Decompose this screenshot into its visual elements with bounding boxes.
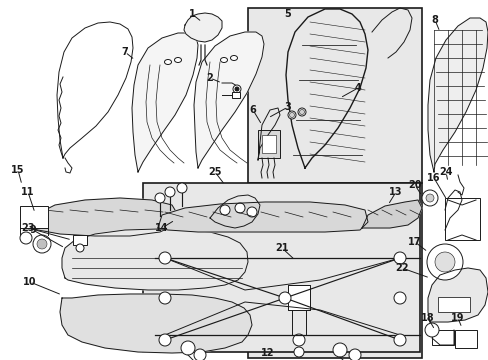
Ellipse shape <box>164 59 171 64</box>
Text: 5: 5 <box>284 9 291 19</box>
Ellipse shape <box>230 55 237 60</box>
Circle shape <box>159 334 171 346</box>
Circle shape <box>299 109 304 114</box>
Circle shape <box>393 334 405 346</box>
Text: 10: 10 <box>23 277 37 287</box>
Text: 14: 14 <box>155 223 168 233</box>
Polygon shape <box>194 32 264 168</box>
Polygon shape <box>132 33 198 172</box>
Polygon shape <box>62 229 247 290</box>
Circle shape <box>293 347 304 357</box>
Circle shape <box>76 244 84 252</box>
Text: 1: 1 <box>188 9 195 19</box>
Circle shape <box>393 252 405 264</box>
Ellipse shape <box>174 58 181 63</box>
Text: 19: 19 <box>450 313 464 323</box>
Bar <box>73 235 87 245</box>
Circle shape <box>20 232 32 244</box>
Circle shape <box>332 343 346 357</box>
Polygon shape <box>183 13 222 42</box>
Text: 16: 16 <box>427 173 440 183</box>
Circle shape <box>246 207 257 217</box>
Circle shape <box>194 349 205 360</box>
Bar <box>262 135 275 153</box>
Circle shape <box>220 205 229 215</box>
Polygon shape <box>361 200 421 228</box>
Text: 12: 12 <box>261 348 274 358</box>
Text: 4: 4 <box>354 83 361 93</box>
Text: 20: 20 <box>407 180 421 190</box>
Circle shape <box>155 193 164 203</box>
Circle shape <box>289 112 294 117</box>
Polygon shape <box>427 18 487 172</box>
Text: 23: 23 <box>21 223 35 233</box>
Text: 2: 2 <box>206 73 213 83</box>
Circle shape <box>159 252 171 264</box>
Polygon shape <box>427 268 487 322</box>
Circle shape <box>235 87 239 91</box>
Bar <box>20 206 48 228</box>
Bar <box>231 92 240 98</box>
Text: 8: 8 <box>431 15 438 25</box>
Bar <box>142 183 419 352</box>
Bar <box>258 130 280 158</box>
Circle shape <box>393 292 405 304</box>
Circle shape <box>33 235 51 253</box>
Text: 13: 13 <box>388 187 402 197</box>
Circle shape <box>177 183 186 193</box>
Text: 18: 18 <box>420 313 434 323</box>
Circle shape <box>164 187 175 197</box>
Text: 15: 15 <box>11 165 25 175</box>
Circle shape <box>159 292 171 304</box>
Bar <box>287 285 309 310</box>
Circle shape <box>181 341 195 355</box>
Text: 3: 3 <box>284 102 291 112</box>
Circle shape <box>297 108 305 116</box>
Text: 21: 21 <box>275 243 288 253</box>
Circle shape <box>235 203 244 213</box>
Text: 24: 24 <box>438 167 452 177</box>
Bar <box>437 297 469 312</box>
Ellipse shape <box>220 58 227 63</box>
Circle shape <box>348 349 360 360</box>
Circle shape <box>426 244 462 280</box>
Circle shape <box>434 252 454 272</box>
Text: 17: 17 <box>407 237 421 247</box>
Circle shape <box>292 334 305 346</box>
Bar <box>248 183 421 358</box>
Bar <box>431 330 453 345</box>
Text: 9: 9 <box>30 225 36 235</box>
Text: 22: 22 <box>394 263 408 273</box>
Circle shape <box>287 111 295 119</box>
Circle shape <box>425 194 433 202</box>
Bar <box>287 285 309 310</box>
Polygon shape <box>60 294 251 353</box>
Polygon shape <box>158 202 367 232</box>
Text: 6: 6 <box>249 105 256 115</box>
Text: 11: 11 <box>21 187 35 197</box>
Bar <box>247 8 421 183</box>
Circle shape <box>279 292 290 304</box>
Polygon shape <box>32 198 178 236</box>
Text: 7: 7 <box>122 47 128 57</box>
Bar <box>454 330 476 348</box>
Bar <box>444 198 479 240</box>
Circle shape <box>37 239 47 249</box>
Circle shape <box>232 85 241 93</box>
Circle shape <box>424 323 438 337</box>
Text: 25: 25 <box>208 167 221 177</box>
Circle shape <box>421 190 437 206</box>
